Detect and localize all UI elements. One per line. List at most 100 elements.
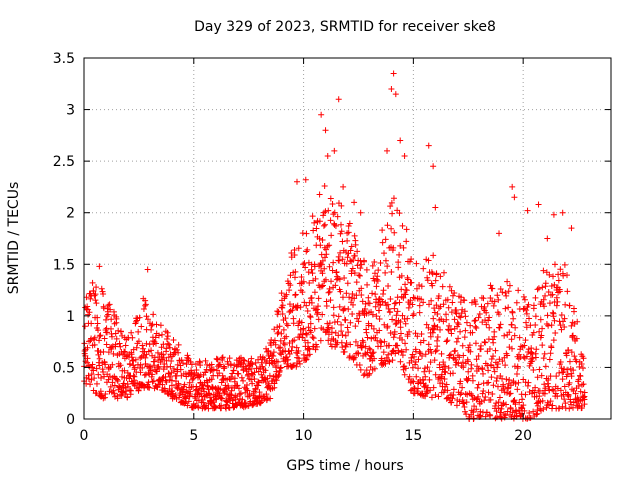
data-point	[490, 382, 497, 389]
data-point	[426, 368, 433, 375]
data-point	[497, 409, 504, 416]
data-point	[135, 328, 142, 335]
data-point	[548, 283, 555, 290]
data-point	[581, 401, 588, 408]
data-point	[193, 367, 200, 374]
data-point	[466, 342, 473, 349]
data-point	[472, 317, 479, 324]
data-point	[328, 232, 335, 239]
data-point	[212, 404, 219, 411]
data-point	[543, 404, 550, 411]
data-point	[365, 294, 372, 301]
data-point	[545, 377, 552, 384]
data-point	[382, 360, 389, 367]
data-point	[98, 285, 105, 292]
data-point	[385, 358, 392, 365]
data-point	[330, 304, 337, 311]
data-point	[342, 317, 349, 324]
data-point	[104, 329, 111, 336]
data-point	[469, 377, 476, 384]
data-point	[365, 372, 372, 379]
data-point	[450, 370, 457, 377]
data-point	[526, 315, 533, 322]
data-point	[97, 388, 104, 395]
data-point	[515, 287, 522, 294]
data-point	[159, 381, 166, 388]
data-point	[521, 342, 528, 349]
data-point	[235, 385, 242, 392]
data-point	[88, 335, 95, 342]
data-point	[497, 286, 504, 293]
data-point	[539, 284, 546, 291]
data-point	[106, 301, 113, 308]
data-point	[226, 395, 233, 402]
data-point	[93, 365, 100, 372]
data-point	[296, 360, 303, 367]
data-point	[445, 364, 452, 371]
data-point	[94, 314, 101, 321]
data-point	[319, 270, 326, 277]
data-point	[496, 230, 503, 237]
data-point	[319, 282, 326, 289]
data-point	[366, 370, 373, 377]
data-point	[538, 372, 545, 379]
data-point	[252, 386, 259, 393]
data-point	[569, 332, 576, 339]
data-point	[380, 287, 387, 294]
data-point	[275, 308, 282, 315]
data-point	[289, 307, 296, 314]
data-point	[229, 370, 236, 377]
data-point	[431, 309, 438, 316]
data-point	[354, 349, 361, 356]
data-point	[189, 376, 196, 383]
data-point	[278, 351, 285, 358]
y-axis-label: SRMTID / TECUs	[6, 182, 22, 295]
data-point	[548, 322, 555, 329]
data-point	[494, 374, 501, 381]
data-point	[547, 373, 554, 380]
data-point	[507, 405, 514, 412]
data-point	[97, 332, 104, 339]
data-point	[406, 373, 413, 380]
data-point	[298, 319, 305, 326]
data-point	[340, 183, 347, 190]
y-tick-label: 3.5	[53, 51, 75, 67]
data-point	[532, 384, 539, 391]
data-point	[165, 370, 172, 377]
data-point	[124, 394, 131, 401]
data-point	[304, 307, 311, 314]
data-point	[347, 341, 354, 348]
data-point	[530, 408, 537, 415]
data-point	[108, 316, 115, 323]
data-point	[128, 354, 135, 361]
data-point	[291, 274, 298, 281]
data-point	[456, 313, 463, 320]
data-point	[165, 354, 172, 361]
data-point	[503, 292, 510, 299]
data-point	[530, 302, 537, 309]
data-point	[461, 334, 468, 341]
data-point	[481, 338, 488, 345]
data-point	[413, 285, 420, 292]
data-point	[256, 389, 263, 396]
data-point	[537, 316, 544, 323]
data-point	[383, 354, 390, 361]
data-point	[570, 367, 577, 374]
data-point	[264, 348, 271, 355]
data-point	[306, 351, 313, 358]
data-point	[351, 199, 358, 206]
data-point	[564, 371, 571, 378]
data-point	[460, 400, 467, 407]
data-point	[114, 395, 121, 402]
data-point	[428, 297, 435, 304]
data-point	[337, 221, 344, 228]
data-point	[223, 398, 230, 405]
data-point	[143, 313, 150, 320]
data-point	[427, 387, 434, 394]
data-point	[469, 329, 476, 336]
data-point	[348, 243, 355, 250]
data-point	[436, 361, 443, 368]
data-point	[475, 314, 482, 321]
data-point	[463, 399, 470, 406]
data-point	[122, 342, 129, 349]
